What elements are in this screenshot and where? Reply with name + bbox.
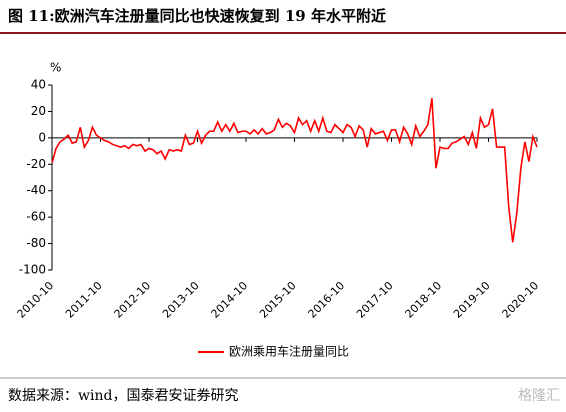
chart-title: 图 11:欧洲汽车注册量同比也快速恢复到 19 年水平附近 [8, 7, 386, 25]
y-tick-label: -80 [26, 236, 46, 250]
x-tick-label: 2019-10 [451, 279, 493, 321]
x-tick-label: 2018-10 [403, 279, 445, 321]
y-tick-label: -60 [26, 210, 46, 224]
x-tick-label: 2012-10 [112, 279, 154, 321]
watermark: 格隆汇 [518, 388, 560, 404]
y-tick-label: -40 [26, 183, 46, 197]
y-unit: % [50, 61, 61, 75]
y-tick-label: 20 [31, 104, 46, 118]
source: 数据来源：wind，国泰君安证券研究 [8, 388, 238, 404]
legend-label: 欧洲乘用车注册量同比 [229, 344, 349, 359]
x-tick-label: 2014-10 [209, 279, 251, 321]
x-tick-label: 2016-10 [306, 279, 348, 321]
y-tick-label: 0 [38, 130, 46, 144]
x-tick-label: 2017-10 [354, 279, 396, 321]
x-tick-label: 2013-10 [160, 279, 202, 321]
x-tick-label: 2020-10 [500, 279, 542, 321]
y-tick-label: 40 [31, 78, 46, 92]
x-tick-label: 2011-10 [63, 279, 105, 321]
series-line [51, 98, 538, 243]
y-tick-label: -20 [26, 157, 46, 171]
y-tick-label: -100 [19, 263, 46, 277]
x-tick-label: 2010-10 [15, 279, 57, 321]
x-tick-label: 2015-10 [257, 279, 299, 321]
